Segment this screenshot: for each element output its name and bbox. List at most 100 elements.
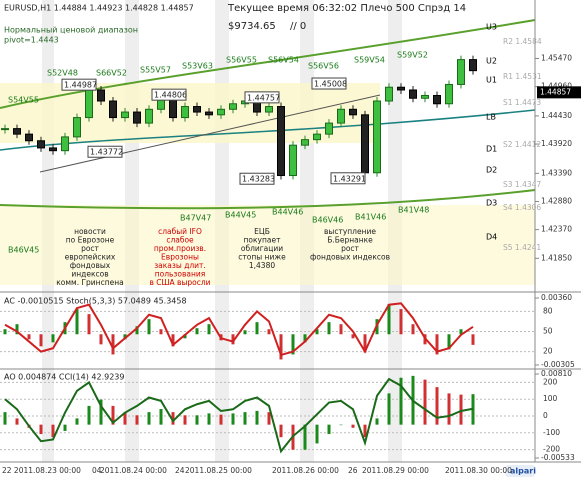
news-note: облигации: [241, 244, 283, 253]
histogram-bar: [363, 424, 367, 438]
histogram-bar: [15, 418, 19, 425]
candle: [181, 106, 189, 119]
time-label: 2011.08.26 00:00: [272, 466, 339, 475]
histogram-bar: [243, 412, 247, 425]
candle: [25, 133, 33, 142]
indicator-level: -200: [543, 445, 560, 454]
histogram-bar: [375, 418, 379, 425]
price-label: 1.44960: [541, 82, 572, 91]
histogram-bar: [387, 304, 391, 335]
histogram-bar: [387, 393, 391, 425]
pivot-label: S1 1.4473: [503, 98, 541, 107]
time-label: 04: [92, 466, 102, 475]
sell-label: S56V56: [308, 62, 339, 71]
histogram-bar: [87, 405, 91, 425]
buy-label: B41V46: [355, 213, 386, 222]
histogram-bar: [87, 314, 91, 335]
balance: $9734.65: [228, 21, 276, 32]
histogram-bar: [39, 424, 43, 435]
histogram-bar: [255, 410, 259, 425]
indicator-level: 0: [543, 411, 548, 420]
pivot-label: R1 1.4531: [503, 72, 542, 81]
histogram-bar: [351, 424, 355, 428]
level-label: D2: [486, 166, 497, 175]
histogram-bar: [303, 334, 307, 343]
histogram-bar: [303, 424, 307, 450]
candle: [169, 97, 177, 119]
candle: [445, 83, 453, 105]
time-label: 2011.08.25 00:00: [185, 466, 252, 475]
candle: [37, 140, 45, 149]
pivot-label: R2 1.4584: [503, 37, 542, 46]
candle: [133, 111, 141, 124]
histogram-bar: [471, 334, 475, 345]
histogram-bar: [195, 328, 199, 335]
news-note: рост: [81, 244, 99, 253]
news-note: в США выросли: [149, 278, 210, 287]
logo-box: [505, 465, 535, 477]
histogram-bar: [339, 424, 343, 426]
sell-label: S54V55: [8, 96, 39, 105]
buy-label: B47V47: [180, 214, 211, 223]
histogram-bar: [231, 413, 235, 425]
candle: [217, 108, 225, 116]
indicator-axis-label: 0.00360: [541, 293, 572, 302]
sell-label: S66V52: [96, 69, 127, 78]
histogram-bar: [459, 394, 463, 425]
price-box-label: 1.44757: [247, 93, 280, 102]
candle: [85, 89, 93, 119]
indicator-level: 80: [543, 306, 553, 315]
range-title: Нормальный ценовой диапазон: [4, 26, 138, 35]
candle: [73, 117, 81, 138]
candle: [325, 122, 333, 135]
indicator-line: [4, 377, 474, 454]
histogram-bar: [363, 334, 367, 353]
current-price: 1.44857: [540, 87, 571, 96]
news-note: индексов: [71, 270, 108, 279]
histogram-bar: [15, 324, 19, 335]
news-note: 1,4380: [249, 261, 275, 270]
pivot-label: S5 1.4241: [503, 243, 541, 252]
sell-label: S52V48: [47, 69, 78, 78]
histogram-bar: [135, 326, 139, 335]
news-note: европейских: [65, 253, 116, 262]
candle: [337, 108, 345, 124]
level-label: D3: [486, 199, 497, 208]
logo: alpari: [510, 467, 536, 476]
price-box: [87, 145, 123, 158]
histogram-bar: [99, 334, 103, 345]
histogram-bar: [63, 424, 67, 431]
news-note: фондовых индексов: [310, 253, 390, 262]
time-label: 24: [175, 466, 185, 475]
candle: [229, 103, 237, 110]
level-label: D4: [486, 233, 497, 242]
histogram-bar: [171, 412, 175, 425]
sell-label: S55V57: [140, 66, 171, 75]
news-note: комм. Гринспена: [56, 278, 123, 287]
time-label: 22 2011.08.23 00:00: [2, 466, 81, 475]
price-label: 1.45470: [541, 54, 572, 63]
sell-label: S56V54: [268, 56, 299, 65]
histogram-bar: [183, 334, 187, 339]
price-label: 1.43920: [541, 139, 572, 148]
news-note: рост: [341, 244, 359, 253]
news-note: ЕЦБ: [254, 227, 270, 236]
candle: [469, 59, 477, 72]
indicator-axis-label: -0.00305: [541, 360, 575, 369]
candle: [205, 111, 213, 116]
histogram-bar: [423, 379, 427, 425]
time-label: 2011.08.24 00:00: [100, 466, 167, 475]
candle: [193, 106, 201, 113]
candle: [49, 147, 57, 152]
trend-line: [39, 94, 381, 173]
histogram-bar: [39, 334, 43, 347]
level-label: U2: [486, 57, 497, 66]
histogram-bar: [267, 412, 271, 425]
candle: [385, 86, 393, 102]
price-box: [61, 78, 97, 91]
histogram-bar: [399, 377, 403, 425]
price-label: 1.41850: [541, 253, 572, 262]
histogram-bar: [231, 334, 235, 345]
price-box: [330, 172, 366, 185]
candle: [145, 108, 153, 124]
